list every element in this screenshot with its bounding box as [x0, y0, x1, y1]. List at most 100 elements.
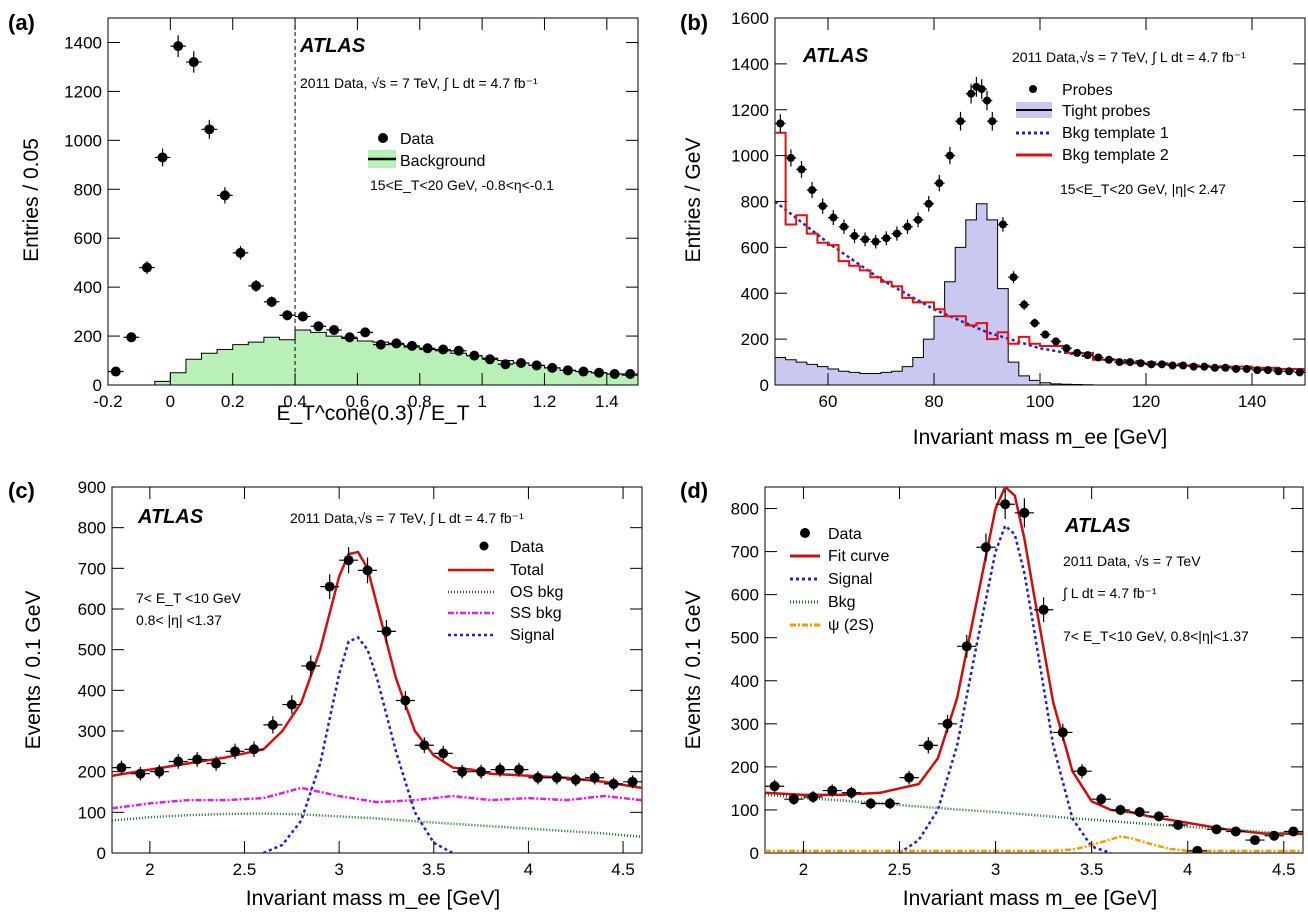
y-tick-label: 1400 [731, 55, 769, 74]
legend-probes-label: Probes [1062, 82, 1113, 99]
point-marker [808, 186, 817, 195]
point-marker [1263, 366, 1272, 375]
point-marker [578, 366, 589, 377]
point-marker [1115, 804, 1126, 815]
data-point [263, 716, 283, 734]
panel-a-ticks: -0.2 0 0.2 0.4 0.6 0.8 1 1.2 1.40200400600800100… [64, 18, 638, 411]
point-marker [956, 117, 965, 126]
point-marker [343, 555, 354, 566]
data-point [861, 797, 881, 810]
point-marker [988, 117, 997, 126]
panel-b-ylabel: Entries / GeV [682, 138, 705, 263]
data-point [404, 340, 420, 351]
data-point [377, 619, 396, 643]
point-marker [829, 213, 838, 222]
data-point [154, 148, 171, 167]
legend-data-label: Data [828, 526, 862, 543]
point-marker [266, 296, 277, 307]
data-point [414, 737, 434, 754]
point-marker [776, 119, 785, 128]
y-tick-label: 800 [741, 193, 769, 212]
data-point [1071, 348, 1083, 357]
data-point [320, 574, 340, 600]
data-point [547, 771, 567, 785]
data-point [130, 766, 150, 781]
data-point [471, 764, 491, 779]
point-marker [625, 368, 636, 379]
point-marker [391, 338, 402, 349]
y-tick-label: 1400 [64, 33, 102, 52]
point-marker [1126, 358, 1135, 367]
data-point [528, 360, 545, 371]
point-marker [1295, 368, 1304, 377]
x-tick-label: 4.5 [1272, 860, 1296, 879]
data-point [1187, 845, 1207, 853]
point-marker [1038, 604, 1049, 615]
panel-c-frame [111, 486, 643, 854]
data-point [622, 368, 638, 379]
data-point [796, 160, 807, 178]
panel-d-lumi1: 2011 Data, √s = 7 TeV [1063, 553, 1201, 569]
point-marker [1096, 794, 1107, 805]
line-signal [262, 635, 454, 853]
point-marker [967, 89, 976, 98]
data-point [604, 777, 624, 791]
data-point [339, 547, 359, 574]
point-marker [1173, 820, 1184, 831]
point-marker [1269, 830, 1280, 841]
data-point [497, 359, 514, 370]
panel-a-atlas: ATLAS [299, 35, 366, 57]
point-marker [980, 542, 991, 553]
data-point [1262, 366, 1274, 375]
data-point [225, 743, 245, 760]
panel-c-lumi: 2011 Data,√s = 7 TeV, ∫ L dt = 4.7 fb⁻¹ [290, 510, 524, 526]
point-marker [808, 792, 819, 803]
y-tick-label: 200 [731, 758, 759, 777]
point-marker [1115, 358, 1124, 367]
y-tick-label: 0 [760, 376, 769, 395]
data-point [395, 691, 415, 710]
data-point [1053, 723, 1073, 742]
panel-d-label: (d) [680, 478, 708, 503]
point-marker [1192, 845, 1203, 853]
point-marker [513, 764, 524, 775]
point-marker [846, 787, 857, 798]
y-tick-label: 300 [78, 722, 106, 741]
data-point [806, 182, 818, 199]
point-marker [942, 718, 953, 729]
point-marker [248, 744, 259, 755]
y-tick-label: 600 [78, 600, 106, 619]
point-marker [211, 758, 222, 769]
panel-a-xlabel: E_T^cone(0.3) / E_T [276, 402, 469, 425]
point-marker [935, 179, 944, 188]
panel-c-ticks: 2 2.5 3 3.5 4 4.5 0 100 200 300 400 500 600 700 800 900 [78, 478, 642, 879]
data-point [149, 764, 169, 779]
y-tick-label: 600 [74, 229, 102, 248]
data-point [566, 773, 586, 787]
panel-b-plot: 60 80 100 120 140020040060080010001200140016… [731, 9, 1305, 411]
point-marker [157, 152, 168, 163]
point-marker [827, 785, 838, 796]
legend-data-marker [378, 133, 388, 143]
point-marker [406, 340, 417, 351]
point-marker [476, 766, 487, 777]
data-point [509, 762, 529, 777]
x-tick-label: 0 [166, 392, 175, 411]
x-tick-label: 3 [334, 860, 343, 879]
point-marker [1077, 766, 1088, 777]
hist-tight-probes [775, 203, 1094, 385]
data-point [450, 345, 467, 356]
data-point [482, 354, 498, 365]
point-marker [1232, 364, 1241, 373]
point-marker [1285, 367, 1294, 376]
x-tick-label: -0.2 [93, 392, 122, 411]
data-point [326, 324, 342, 335]
data-point [899, 770, 919, 785]
panel-d-legend: Data Fit curve Signal Bkg ψ (2S) [790, 526, 889, 634]
data-point [1034, 597, 1054, 622]
point-marker [400, 695, 411, 706]
data-point [1082, 351, 1093, 360]
data-point [828, 210, 839, 225]
point-marker [360, 327, 371, 338]
panel-a-frame [107, 17, 639, 386]
